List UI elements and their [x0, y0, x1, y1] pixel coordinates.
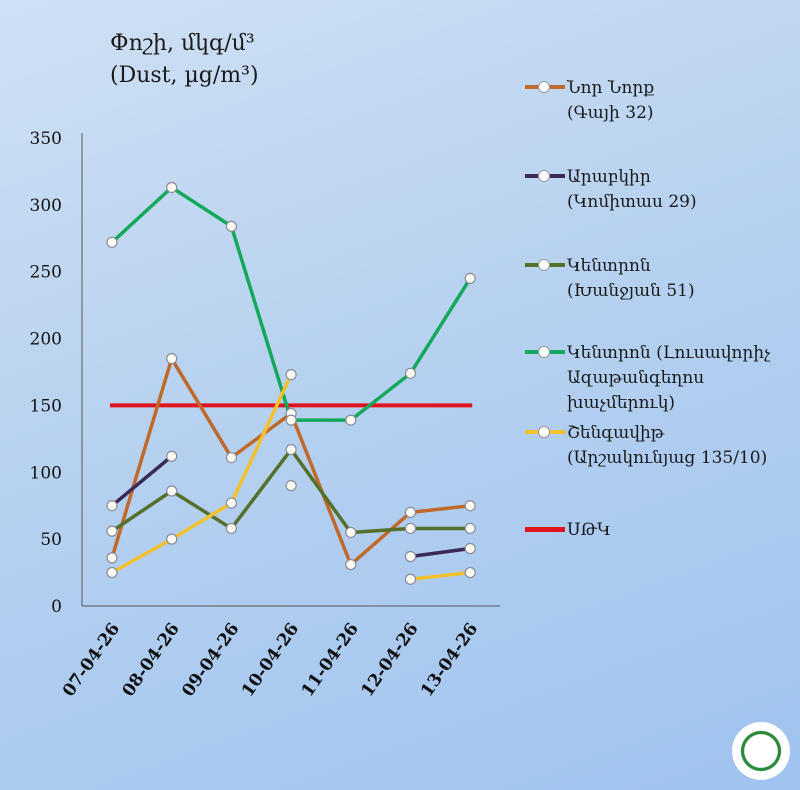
y-tick-label: 300	[30, 196, 62, 216]
x-tick-label: 10-04-26	[238, 619, 303, 700]
data-point-0	[225, 451, 237, 464]
data-point-1	[464, 542, 476, 555]
data-point-4	[166, 533, 178, 545]
series-line-1	[110, 454, 173, 508]
x-tick-label: 11-04-26	[298, 619, 363, 700]
data-point-2	[404, 522, 417, 535]
y-tick-label: 200	[30, 330, 62, 350]
data-point-0	[106, 552, 118, 564]
x-tick-label: 08-04-26	[119, 619, 184, 700]
legend-label: Նոր Նորք	[567, 78, 655, 98]
title-english: (Dust, µg/m³)	[110, 63, 259, 88]
legend-item-mac: ՍԹԿ	[525, 518, 611, 543]
data-point-4	[285, 369, 297, 381]
data-point-1	[106, 500, 118, 512]
y-tick-label: 50	[40, 530, 62, 550]
series-line-3	[110, 185, 472, 422]
legend-label: Արաբկիր	[567, 167, 651, 187]
legend-item-nor-nork: Նոր Նորք (Գայի 32)	[525, 76, 654, 126]
legend-item-kentron-lusavorich: Կենտրոն (Լուսավորիչ Ազաթանգեղոս խաչմերուկ)	[525, 341, 770, 416]
title-armenian: Փոշի, մկգ/մ³	[110, 31, 255, 56]
data-point-2	[345, 526, 357, 539]
legend-swatch	[525, 518, 571, 538]
data-point-4	[464, 566, 476, 579]
legend-swatch	[525, 76, 571, 96]
data-point-0	[345, 558, 357, 571]
data-point-0	[404, 506, 417, 519]
data-point-3	[106, 236, 118, 248]
legend-label: Կենտրոն (Լուսավորիչ	[567, 343, 771, 363]
legend-label: (Խանջյան 51)	[567, 281, 695, 301]
data-point-2	[225, 522, 237, 535]
y-tick-label: 100	[30, 463, 62, 483]
data-point-1	[166, 450, 178, 462]
series-line-4	[111, 373, 293, 575]
data-point-2	[464, 522, 476, 535]
data-point-3	[464, 272, 476, 284]
legend-swatch	[525, 421, 571, 441]
data-point-3	[404, 367, 417, 379]
data-point-2	[106, 525, 118, 537]
legend-swatch	[525, 254, 571, 274]
legend-label: (Արշակունյաց 135/10)	[567, 448, 768, 468]
data-point-0	[464, 500, 476, 512]
data-point-4	[404, 573, 417, 585]
legend-label: խաչմերուկ)	[567, 393, 676, 413]
x-tick-label: 07-04-26	[59, 619, 124, 700]
legend-item-arabkir: Արաբկիր (Կոմիտաս 29)	[525, 165, 697, 215]
series-line-4	[410, 570, 471, 581]
x-tick-label: 12-04-26	[357, 619, 422, 700]
x-tick-label: 13-04-26	[417, 619, 482, 700]
legend-swatch	[525, 165, 571, 185]
y-tick-label: 0	[51, 597, 62, 617]
chart-title: Փոշի, մկգ/մ³ (Dust, µg/m³)	[110, 28, 259, 92]
data-point-3	[285, 414, 297, 426]
data-point-2	[166, 485, 178, 497]
legend-label: Ազաթանգեղոս	[567, 368, 705, 388]
legend-label: Շենգավիթ	[567, 423, 665, 443]
legend-label: (Գայի 32)	[567, 103, 654, 123]
series-line-1	[410, 546, 471, 559]
legend-label: ՍԹԿ	[567, 520, 611, 540]
data-point-1	[285, 480, 297, 492]
data-point-0	[166, 353, 178, 365]
data-point-4	[106, 566, 118, 579]
y-tick-label: 250	[30, 263, 62, 283]
data-point-3	[345, 414, 357, 426]
legend-swatch	[525, 341, 571, 361]
y-tick-label: 350	[30, 129, 62, 149]
legend-label: (Կոմիտաս 29)	[567, 192, 697, 212]
y-tick-label: 150	[30, 396, 62, 416]
legend-label: Կենտրոն	[567, 256, 651, 276]
data-point-3	[225, 220, 237, 232]
data-point-4	[225, 497, 237, 509]
x-tick-label: 09-04-26	[178, 619, 243, 700]
data-point-3	[166, 181, 178, 194]
legend-item-shengavit: Շենգավիթ (Արշակունյաց 135/10)	[525, 421, 767, 471]
data-point-1	[404, 550, 417, 563]
legend-item-kentron-khanjyan: Կենտրոն (Խանջյան 51)	[525, 254, 695, 304]
data-point-2	[285, 443, 297, 456]
ministry-logo	[732, 722, 790, 780]
